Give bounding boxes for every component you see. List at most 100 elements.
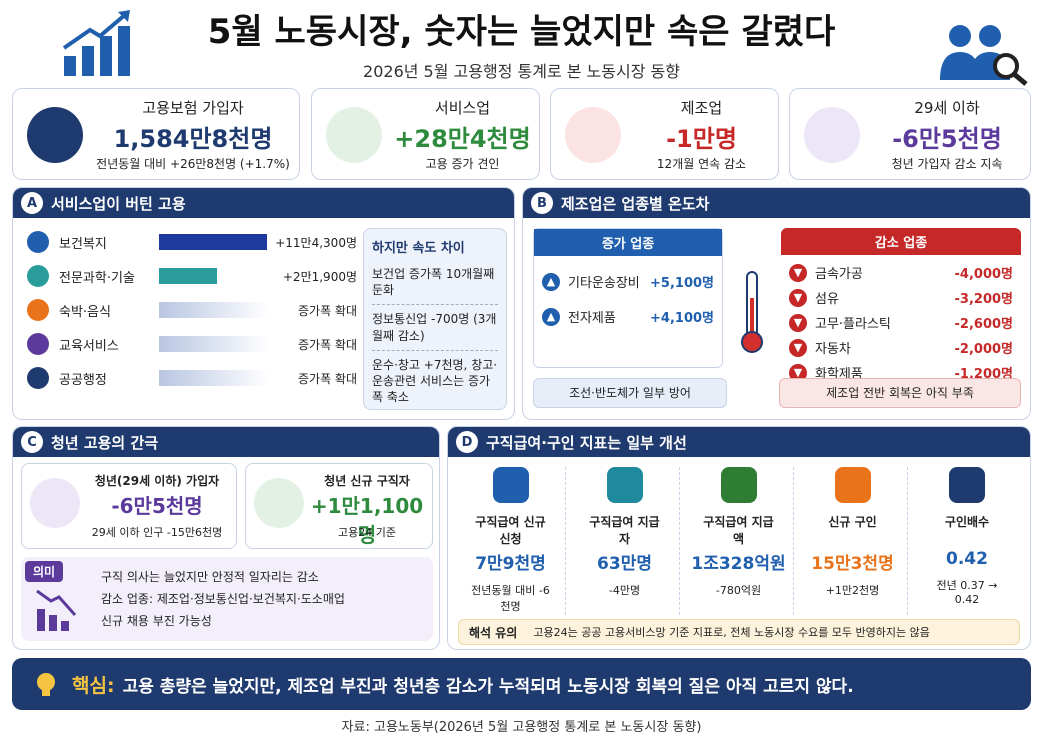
industry-icon <box>27 299 49 321</box>
industry-row: 교육서비스 증가폭 확대 <box>27 330 357 358</box>
kpi-value: +28만4천명 <box>394 125 531 153</box>
industry-name: 전문과학·기술 <box>59 270 135 286</box>
decrease-box: 감소 업종 ▼ 금속가공 -4,000명 ▼ 섬유 -3,200명 ▼ 고무·플라스틱 -2,6… <box>781 228 1021 382</box>
badge: A <box>21 192 43 214</box>
sector-value: -4,000명 <box>954 267 1013 282</box>
industry-value: +2만1,900명 <box>282 269 357 284</box>
indicator-label: 구직급여 지급액 <box>703 515 774 546</box>
section-b: B 제조업은 업종별 온도차 증가 업종 ▲ 기타운송장비 +5,100명 ▲ 전자제품 +… <box>522 187 1031 420</box>
indicator-change: 전년동월 대비 -6천명 <box>471 584 550 613</box>
box-title: 증가 업종 <box>534 229 722 256</box>
section-title: 제조업은 업종별 온도차 <box>561 194 710 213</box>
industry-icon <box>27 333 49 355</box>
industry-bar <box>159 268 217 284</box>
card-label: 청년 신규 구직자 <box>324 474 410 488</box>
meaning-tag: 의미 <box>25 561 64 582</box>
arrow-icon: ▼ <box>789 288 807 307</box>
industry-bar <box>159 234 267 250</box>
side-box: 하지만 속도 차이 보건업 증가폭 10개월째 둔화 정보통신업 -700명 (… <box>363 228 507 410</box>
kpi-label: 29세 이하 <box>914 99 980 117</box>
arrow-icon: ▲ <box>542 307 560 326</box>
indicator-change: -4만명 <box>608 584 641 597</box>
subtitle: 2026년 5월 고용행정 통계로 본 노동시장 동향 <box>363 62 680 81</box>
meaning-item: 신규 채용 부진 가능성 <box>101 614 212 629</box>
industry-icon <box>27 367 49 389</box>
people-icon <box>940 25 1028 86</box>
indicator-label: 구인배수 <box>944 515 990 529</box>
industry-bar <box>159 336 269 352</box>
arrow-icon: ▼ <box>789 363 807 382</box>
kpi-card: 제조업 -1만명 12개월 연속 감소 <box>550 88 779 180</box>
side-title: 하지만 속도 차이 <box>372 241 465 256</box>
key-text: 고용 총량은 늘었지만, 제조업 부진과 청년층 감소가 누적되며 노동시장 회… <box>122 676 854 697</box>
key-tag: 핵심: <box>72 674 115 697</box>
kpi-card: 서비스업 +28만4천명 고용 증가 견인 <box>311 88 540 180</box>
note-text: 고용24는 공공 고용서비스망 기준 지표로, 전체 노동시장 수요를 모두 반… <box>533 626 930 639</box>
sector-name: 섬유 <box>815 292 839 307</box>
side-item: 보건업 증가폭 10개월째 둔화 <box>372 267 495 298</box>
arrow-icon: ▼ <box>789 313 807 332</box>
sector-value: -2,600명 <box>954 317 1013 332</box>
indicator-value: 1조328억원 <box>691 554 786 574</box>
industry-value: 증가폭 확대 <box>297 337 357 352</box>
indicator-label: 구직급여 신규 신청 <box>475 515 546 546</box>
kpi-note: 고용 증가 견인 <box>425 157 500 171</box>
indicator: 구직급여 지급액 1조328억원 -780억원 <box>684 467 794 615</box>
sector-name: 고무·플라스틱 <box>815 317 891 332</box>
industry-icon <box>27 231 49 253</box>
sector-row: ▼ 자동차 -2,000명 <box>781 338 1021 357</box>
indicator-label: 신규 구인 <box>828 515 877 529</box>
sector-value: +4,100명 <box>650 311 714 326</box>
kpi-label: 서비스업 <box>434 99 491 117</box>
meaning-item: 감소 업종: 제조업·정보통신업·보건복지·도소매업 <box>101 592 345 607</box>
thermometer-icon <box>741 271 763 353</box>
indicator-icon <box>492 467 529 503</box>
industry-value: 증가폭 확대 <box>297 371 357 386</box>
sector-row: ▲ 기타운송장비 +5,100명 <box>534 272 722 291</box>
kpi-value: -6만5천명 <box>892 125 1002 153</box>
meaning-box: 의미 구직 의사는 늘었지만 안정적 일자리는 감소 감소 업종: 제조업·정보… <box>21 557 433 641</box>
section-title: 구직급여·구인 지표는 일부 개선 <box>486 433 687 452</box>
kpi-note: 청년 가입자 감소 지속 <box>891 157 1003 171</box>
arrow-icon: ▼ <box>789 263 807 282</box>
decrease-footer: 제조업 전반 회복은 아직 부족 <box>779 378 1021 408</box>
meaning-item: 구직 의사는 늘었지만 안정적 일자리는 감소 <box>101 570 319 584</box>
industry-icon <box>27 265 49 287</box>
growth-icon <box>62 10 130 76</box>
card-value: -6만5천명 <box>111 494 203 518</box>
industry-row: 공공행정 증가폭 확대 <box>27 364 357 392</box>
section-d: D 구직급여·구인 지표는 일부 개선 구직급여 신규 신청 7만9천명 전년동월 대… <box>447 426 1031 650</box>
industry-name: 보건복지 <box>59 236 107 252</box>
kpi-card: 29세 이하 -6만5천명 청년 가입자 감소 지속 <box>789 88 1031 180</box>
sector-name: 기타운송장비 <box>568 276 640 291</box>
badge: C <box>21 431 43 453</box>
indicator-value: 63만명 <box>597 554 652 574</box>
box-title: 감소 업종 <box>781 228 1021 255</box>
indicator: 신규 구인 15만3천명 +1만2천명 <box>798 467 908 615</box>
kpi-label: 고용보험 가입자 <box>142 99 244 117</box>
kpi-note: 전년동월 대비 +26만8천명 (+1.7%) <box>96 157 290 171</box>
section-title: 서비스업이 버틴 고용 <box>51 194 186 213</box>
industry-row: 보건복지 +11만4,300명 <box>27 228 357 256</box>
sector-name: 전자제품 <box>568 311 616 326</box>
industry-name: 숙박·음식 <box>59 304 111 320</box>
title: 5월 노동시장, 숫자는 늘었지만 속은 갈렸다 <box>207 12 836 52</box>
indicator-change: -780억원 <box>715 584 762 597</box>
indicator-icon <box>834 467 871 503</box>
bulb-icon <box>37 673 55 696</box>
note-box: 해석 유의 고용24는 공공 고용서비스망 기준 지표로, 전체 노동시장 수요… <box>458 619 1020 645</box>
sector-value: +5,100명 <box>650 276 714 291</box>
sector-row: ▲ 전자제품 +4,100명 <box>534 307 722 326</box>
industry-row: 숙박·음식 증가폭 확대 <box>27 296 357 324</box>
industry-bar <box>159 370 269 386</box>
section-c: C 청년 고용의 간극 청년(29세 이하) 가입자 -6만5천명 29세 이하 … <box>12 426 440 650</box>
industry-row: 전문과학·기술 +2만1,900명 <box>27 262 357 290</box>
sector-value: -3,200명 <box>954 292 1013 307</box>
industry-bar <box>159 302 269 318</box>
sector-row: ▼ 고무·플라스틱 -2,600명 <box>781 313 1021 332</box>
indicator-change: +1만2천명 <box>825 584 880 597</box>
kpi-card: 고용보험 가입자 1,584만8천명 전년동월 대비 +26만8천명 (+1.7… <box>12 88 300 180</box>
industry-name: 공공행정 <box>59 372 107 388</box>
